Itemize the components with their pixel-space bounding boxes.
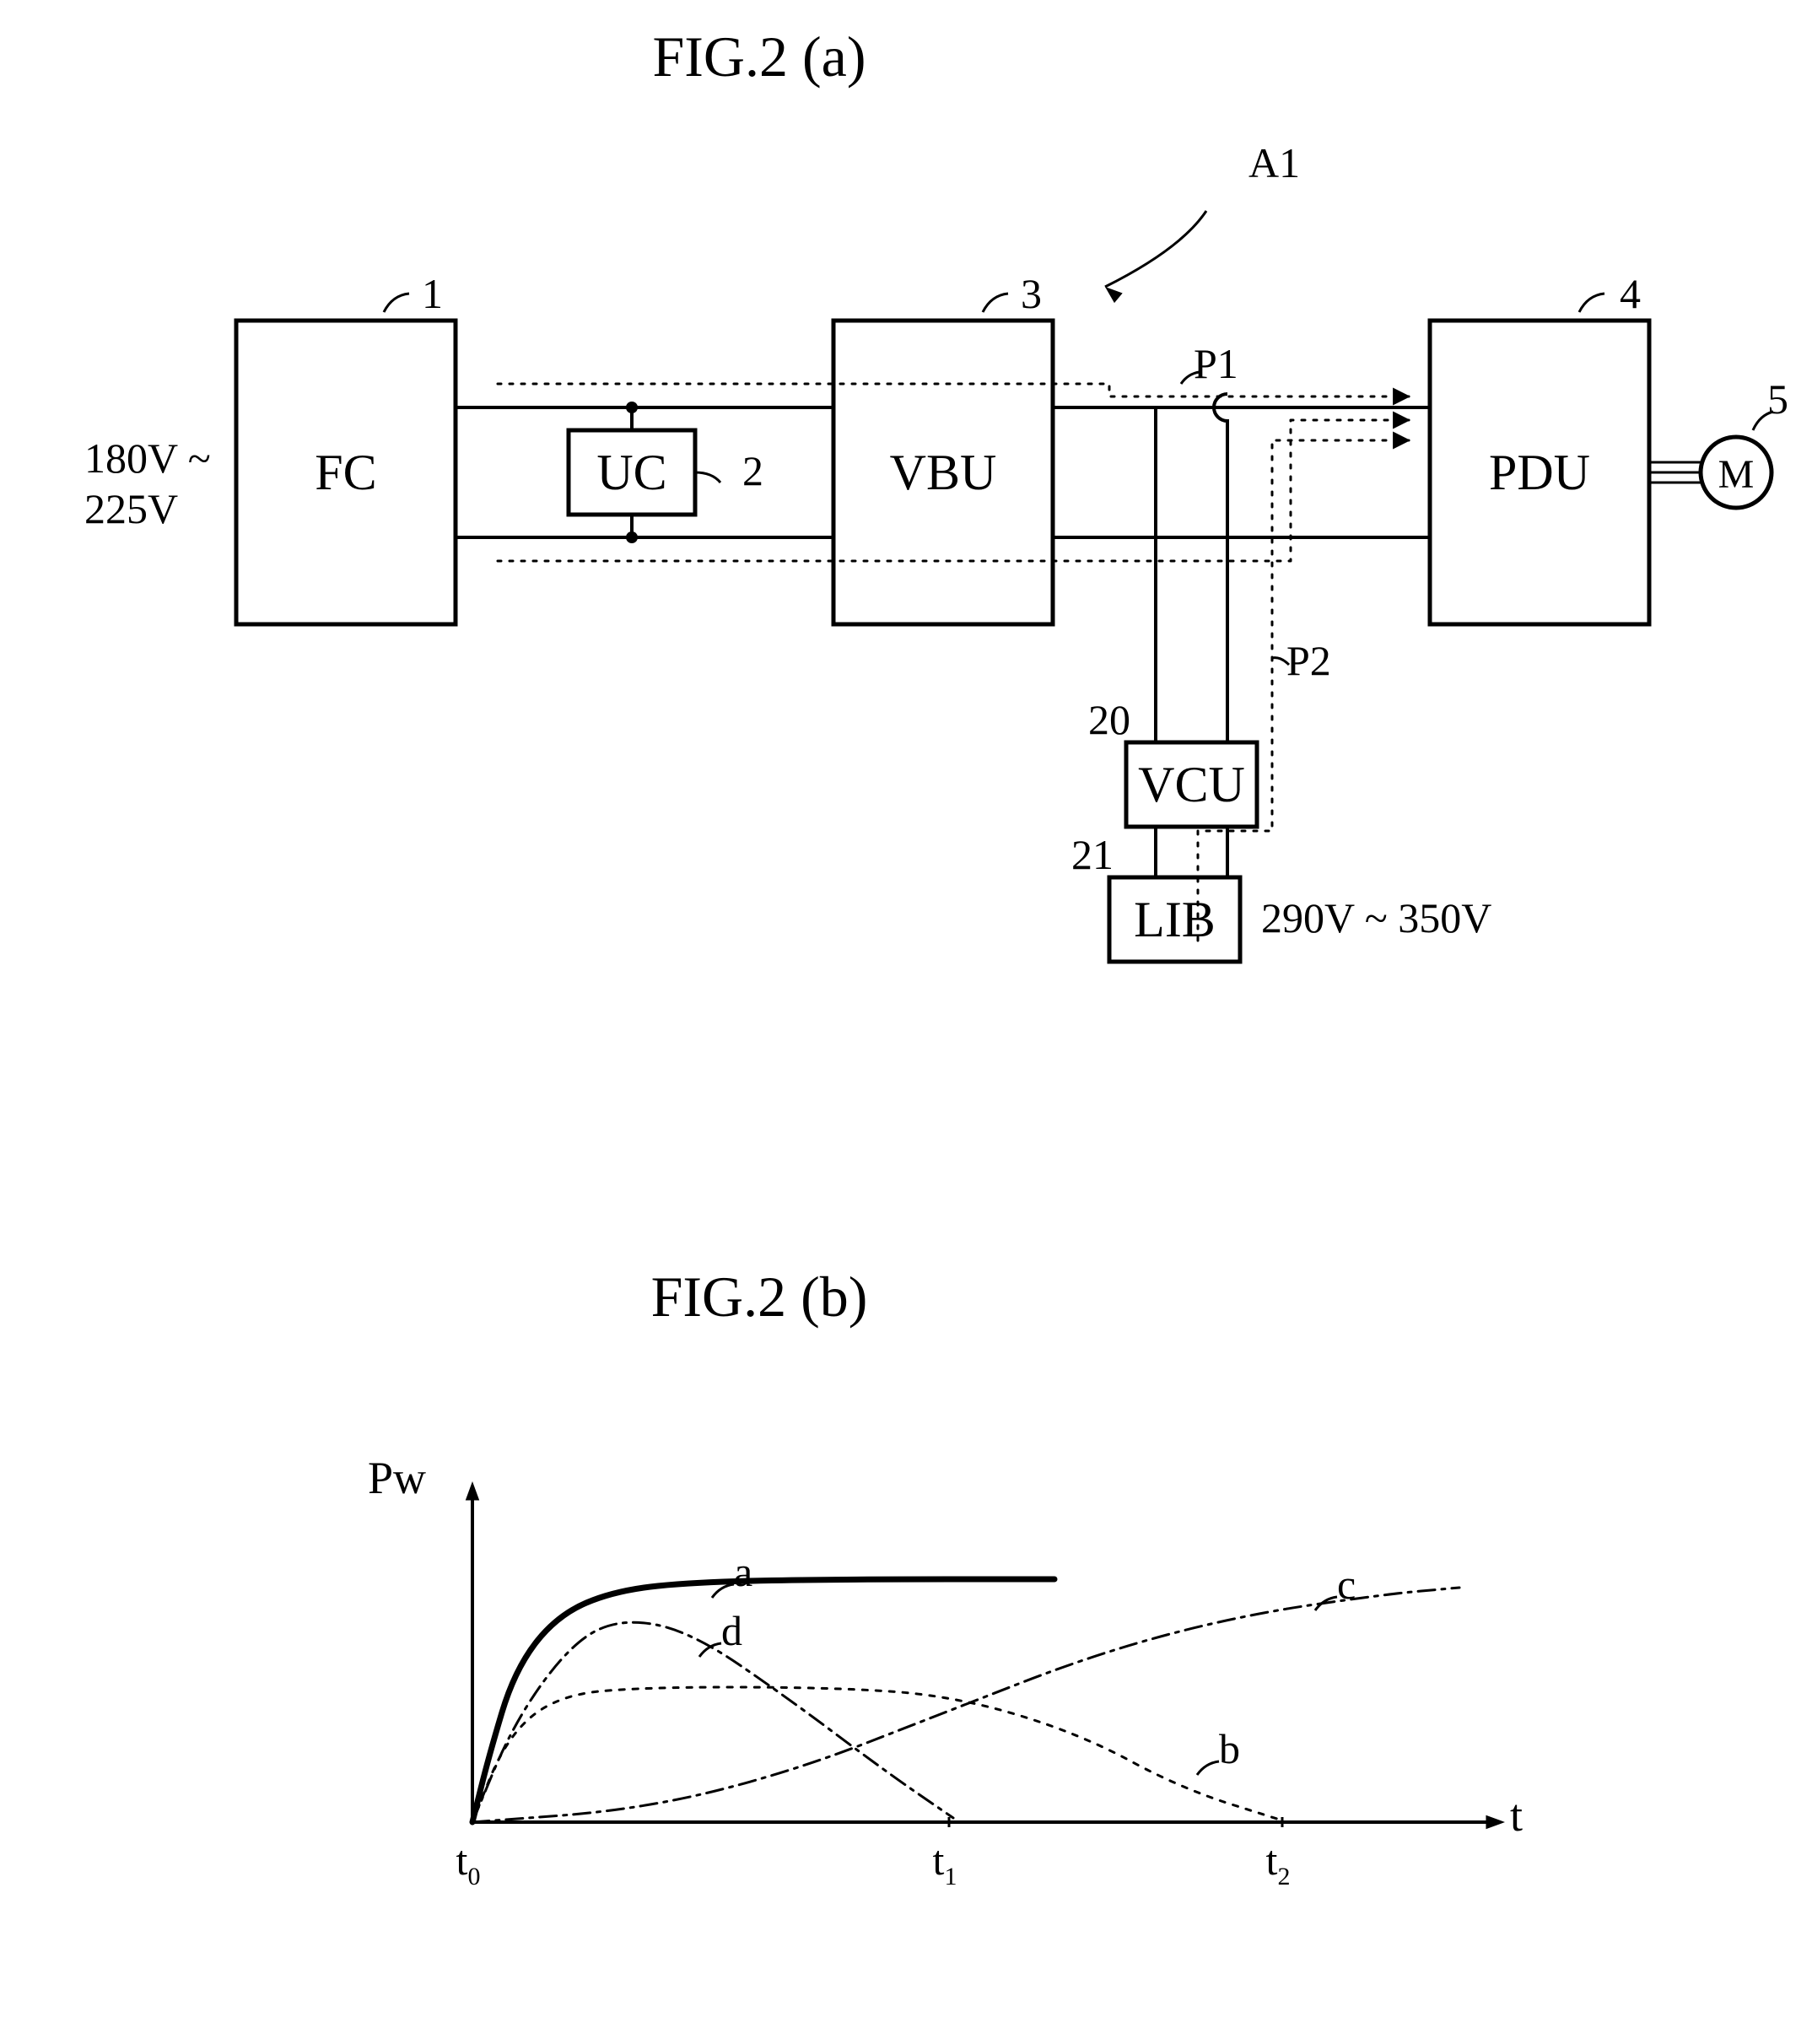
fc-label: FC [315, 445, 376, 500]
uc-id: 2 [742, 447, 763, 494]
pdu-label: PDU [1489, 445, 1590, 500]
x-axis-label: t [1510, 1790, 1523, 1841]
vbu-label: VBU [890, 445, 997, 500]
fc-volt-2: 225V [84, 485, 178, 532]
label-P1: P1 [1194, 340, 1238, 387]
vbu-id: 3 [1021, 270, 1042, 317]
uc-tick [695, 472, 720, 483]
motor-label: M [1718, 452, 1755, 497]
tick-1: t1 [933, 1836, 957, 1890]
branch-right-jumper [1214, 394, 1227, 537]
x-axis-arrow [1486, 1815, 1505, 1829]
vcu-label: VCU [1138, 757, 1245, 812]
fc-volt-1: 180V ~ [84, 434, 211, 482]
curve-b [472, 1687, 1282, 1822]
tick-2: t2 [1266, 1836, 1291, 1890]
fc-tick [384, 294, 409, 312]
motor-id: 5 [1767, 375, 1788, 423]
curve-a-label: a [734, 1548, 752, 1595]
fig2b-title: FIG.2 (b) [651, 1265, 868, 1329]
curve-a [472, 1579, 1054, 1822]
fc-id: 1 [422, 270, 443, 317]
lib-volt: 290V ~ 350V [1261, 894, 1491, 941]
vbu-tick [983, 294, 1008, 312]
y-axis-arrow [466, 1481, 479, 1501]
curve-d-label: d [721, 1607, 742, 1654]
vcu-id: 20 [1088, 696, 1130, 743]
curve-c [472, 1588, 1459, 1822]
flow-p2 [1198, 440, 1409, 941]
label-A1: A1 [1248, 139, 1300, 186]
label-P2: P2 [1286, 637, 1331, 684]
curve-b-label: b [1219, 1725, 1240, 1772]
uc-node-bot [626, 531, 638, 543]
curve-a-tick [712, 1584, 734, 1598]
uc-label: UC [596, 445, 666, 500]
fig2a-title: FIG.2 (a) [652, 24, 866, 89]
arrow-A1-head [1105, 287, 1123, 303]
curve-c-label: c [1337, 1561, 1356, 1608]
curve-b-tick [1197, 1761, 1219, 1775]
y-axis-label: Pw [368, 1453, 426, 1503]
arrow-A1 [1105, 211, 1206, 287]
pdu-tick [1579, 294, 1604, 312]
uc-node-top [626, 402, 638, 413]
lib-label: LIB [1134, 892, 1216, 947]
tick-0: t0 [456, 1836, 481, 1890]
lib-id: 21 [1071, 831, 1114, 878]
pdu-id: 4 [1620, 270, 1641, 317]
